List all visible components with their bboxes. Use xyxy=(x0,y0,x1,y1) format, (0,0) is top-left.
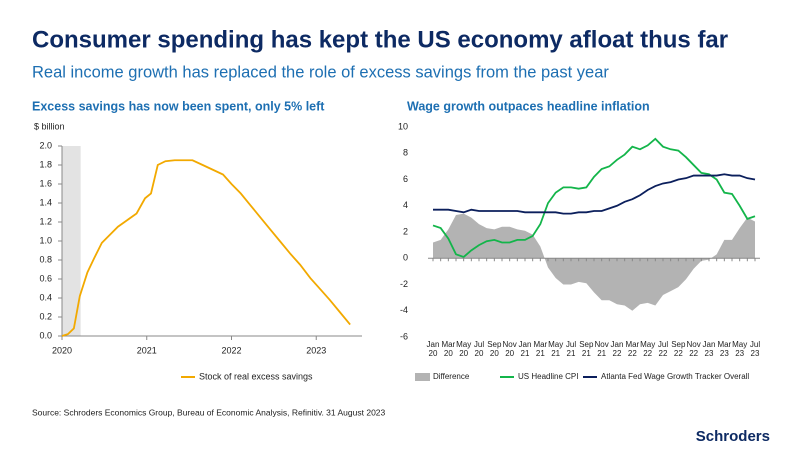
x-tick-label: Mar 20 xyxy=(441,340,456,358)
y-tick-label: 6 xyxy=(403,174,408,184)
y-tick-label: 1.2 xyxy=(39,216,52,226)
line xyxy=(61,159,351,337)
y-tick-label: 0.8 xyxy=(39,254,52,264)
slide-subtitle: Real income growth has replaced the role… xyxy=(32,63,609,81)
y-tick-label: 0 xyxy=(403,253,408,263)
x-tick-label: May 22 xyxy=(640,340,656,358)
x-tick-label: Jan 23 xyxy=(702,340,716,358)
x-tick-label: Jul 21 xyxy=(565,340,577,358)
y-tick-label: -4 xyxy=(400,305,408,315)
y-tick-label: 2.0 xyxy=(39,140,52,150)
x-tick-label: 2021 xyxy=(137,345,157,355)
y-tick-label: 1.0 xyxy=(39,235,52,245)
x-tick-label: Nov 20 xyxy=(502,340,517,358)
x-tick-label: Jul 23 xyxy=(749,340,761,358)
x-tick-label: Jul 20 xyxy=(473,340,485,358)
y-tick-label: 2 xyxy=(403,226,408,236)
chart-title: Wage growth outpaces headline inflation xyxy=(407,99,650,113)
x-tick-label: Jan 21 xyxy=(518,340,532,358)
y-axis-label: $ billion xyxy=(34,121,65,131)
x-tick-label: Sep 21 xyxy=(579,340,594,358)
x-tick-label: May 20 xyxy=(456,340,472,358)
legend-swatch xyxy=(415,373,430,381)
x-tick-label: May 21 xyxy=(548,340,564,358)
legend-label: US Headline CPI xyxy=(518,372,578,381)
slide-title: Consumer spending has kept the US econom… xyxy=(32,26,728,53)
y-tick-label: 0.6 xyxy=(39,273,52,283)
y-tick-label: 0.0 xyxy=(39,330,52,340)
x-tick-label: Jan 22 xyxy=(610,340,624,358)
x-tick-label: Jul 22 xyxy=(657,340,669,358)
x-tick-label: Mar 22 xyxy=(625,340,640,358)
x-tick-label: Nov 22 xyxy=(686,340,701,358)
y-tick-label: 1.4 xyxy=(39,197,52,207)
x-tick-label: Sep 22 xyxy=(671,340,686,358)
y-tick-label: -2 xyxy=(400,279,408,289)
y-tick-label: 0.2 xyxy=(39,311,52,321)
x-tick-label: 2022 xyxy=(221,345,241,355)
x-tick-label: Sep 20 xyxy=(487,340,502,358)
y-tick-label: -6 xyxy=(400,331,408,341)
area xyxy=(433,213,755,311)
x-tick-label: Nov 21 xyxy=(594,340,609,358)
logo: Schroders xyxy=(696,428,770,445)
legend-label: Difference xyxy=(433,372,470,381)
y-tick-label: 8 xyxy=(403,148,408,158)
x-tick-label: 2023 xyxy=(306,345,326,355)
y-tick-label: 4 xyxy=(403,200,408,210)
x-tick-label: Mar 21 xyxy=(533,340,548,358)
shaded-period xyxy=(62,146,81,336)
x-tick-label: May 23 xyxy=(732,340,748,358)
x-tick-label: Jan 20 xyxy=(426,340,440,358)
legend-label: Atlanta Fed Wage Growth Tracker Overall xyxy=(601,372,749,381)
x-tick-label: Mar 23 xyxy=(717,340,732,358)
y-tick-label: 1.8 xyxy=(39,159,52,169)
line xyxy=(433,173,756,215)
legend-label: Stock of real excess savings xyxy=(199,371,313,381)
y-tick-label: 10 xyxy=(398,121,408,131)
y-tick-label: 0.4 xyxy=(39,292,52,302)
line xyxy=(432,137,756,258)
chart-title: Excess savings has now been spent, only … xyxy=(32,99,325,113)
x-tick-label: 2020 xyxy=(52,345,72,355)
y-tick-label: 1.6 xyxy=(39,178,52,188)
source: Source: Schroders Economics Group, Burea… xyxy=(32,407,386,417)
